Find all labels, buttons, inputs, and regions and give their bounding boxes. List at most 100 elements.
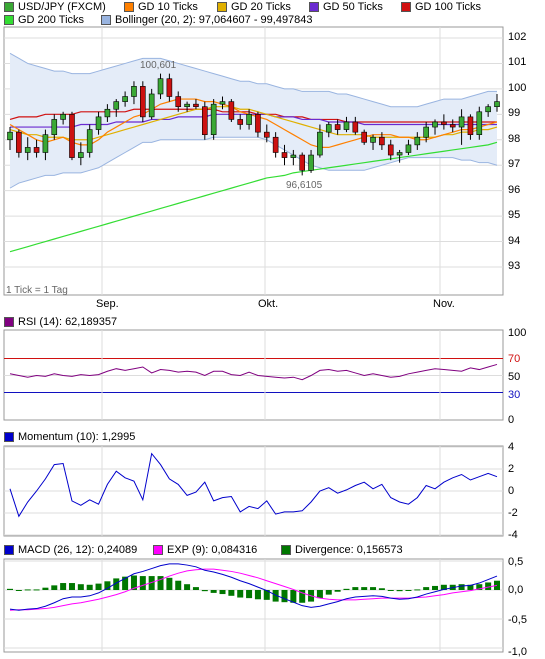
divergence-bar: [237, 590, 244, 598]
legend-swatch-gd100-icon: [401, 2, 411, 12]
divergence-bar: [343, 588, 350, 590]
divergence-bar: [476, 584, 483, 590]
divergence-bar: [192, 587, 199, 590]
momentum-tick-neg4: -4: [508, 529, 518, 541]
price-tick-98: 98: [508, 133, 521, 145]
legend-usdjpy: USD/JPY (FXCM): [4, 1, 106, 13]
gd200-line: [9, 141, 498, 253]
month-label-nov: Nov.: [433, 298, 455, 310]
candle-body: [122, 96, 128, 102]
divergence-bar: [299, 590, 306, 603]
candle-body: [334, 124, 341, 130]
divergence-bar: [228, 590, 235, 596]
candle-body: [175, 96, 182, 108]
candle-body: [237, 119, 244, 125]
gd50-line: [10, 113, 497, 128]
divergence-bar: [157, 576, 164, 590]
candle-body: [476, 111, 483, 135]
candle-body: [290, 154, 297, 158]
divergence-bar: [414, 589, 421, 591]
legend-label-bollinger: Bollinger (20, 2): 97,064607 - 99,497843: [115, 14, 313, 26]
divergence-bar: [254, 590, 261, 600]
momentum-title-label: Momentum (10): 1,2995: [18, 431, 136, 443]
candle-body: [494, 101, 500, 108]
candle-body: [352, 121, 359, 133]
legend-gd100: GD 100 Ticks: [401, 1, 481, 13]
candle-body: [131, 86, 137, 97]
divergence-bar: [281, 590, 288, 603]
divergence-title: Divergence: 0,156573: [281, 544, 403, 556]
candle-body: [69, 114, 75, 158]
legend-swatch-gd200-icon: [4, 15, 14, 25]
divergence-bar: [7, 588, 13, 590]
candle-body: [86, 129, 93, 153]
divergence-bar: [175, 580, 182, 590]
divergence-bar: [485, 582, 492, 590]
divergence-bar: [77, 584, 84, 590]
macd-tick-neg1-0: -1,0: [508, 646, 527, 658]
rsi-swatch-icon: [4, 317, 14, 327]
price-tick-100: 100: [508, 82, 527, 94]
candle-body: [405, 144, 412, 153]
month-label-okt: Okt.: [258, 298, 279, 310]
divergence-bar: [113, 578, 120, 590]
momentum-line: [9, 452, 498, 518]
candle-body: [33, 147, 40, 153]
legend-bollinger: Bollinger (20, 2): 97,064607 - 99,497843: [101, 14, 313, 26]
candle-body: [379, 136, 385, 146]
macd-panel-frame: [3, 558, 504, 653]
legend-label-gd10: GD 10 Ticks: [138, 1, 198, 13]
divergence-bar: [130, 575, 137, 590]
candle-body: [210, 103, 217, 135]
candle-body: [449, 124, 456, 128]
legend-label-gd20: GD 20 Ticks: [231, 1, 291, 13]
momentum-title: Momentum (10): 1,2995: [4, 431, 135, 443]
legend-gd20: GD 20 Ticks: [217, 1, 291, 13]
candle-body: [184, 103, 190, 108]
divergence-bar: [370, 587, 377, 590]
divergence-bar: [423, 587, 430, 590]
divergence-bar: [33, 589, 40, 591]
divergence-bar: [24, 589, 31, 591]
divergence-bar: [378, 588, 385, 590]
legend-gd200: GD 200 Ticks: [4, 14, 84, 26]
candle-body: [432, 121, 438, 128]
candle-body: [42, 134, 49, 153]
divergence-bar: [51, 585, 58, 590]
price-tick-99: 99: [508, 107, 521, 119]
divergence-bar: [352, 587, 359, 590]
momentum-swatch-icon: [4, 432, 14, 442]
price-tick-93: 93: [508, 260, 521, 272]
divergence-bar: [210, 590, 217, 593]
candle-body: [157, 78, 164, 95]
legend-gd50: GD 50 Ticks: [309, 1, 383, 13]
candle-body: [317, 131, 323, 156]
bollinger-upper-line: [9, 52, 497, 108]
divergence-bar: [42, 587, 49, 590]
candle-body: [423, 126, 429, 138]
candle-body: [166, 78, 173, 97]
candle-body: [467, 116, 474, 135]
divergence-bar: [272, 590, 279, 602]
macd-tick-neg0-5: -0,5: [508, 614, 527, 626]
annotation-low: 96,6105: [286, 180, 323, 191]
legend-label-usdjpy: USD/JPY (FXCM): [18, 1, 106, 13]
legend-swatch-bollinger-icon: [101, 15, 111, 25]
gd100-line: [9, 108, 497, 123]
divergence-bar: [122, 576, 129, 590]
macd-line: [9, 563, 498, 611]
candle-body: [228, 101, 235, 120]
candle-body: [361, 131, 367, 143]
candle-body: [370, 136, 376, 143]
candle-body: [148, 93, 155, 118]
macd-tick-0-5: 0,5: [508, 556, 524, 568]
divergence-bar: [458, 584, 465, 590]
divergence-bar: [184, 584, 191, 590]
legend-label-gd50: GD 50 Ticks: [323, 1, 383, 13]
candle-body: [16, 131, 22, 153]
momentum-tick-4: 4: [508, 441, 515, 453]
divergence-bar: [325, 590, 332, 595]
divergence-bar: [201, 590, 208, 592]
candle-body: [202, 106, 208, 135]
